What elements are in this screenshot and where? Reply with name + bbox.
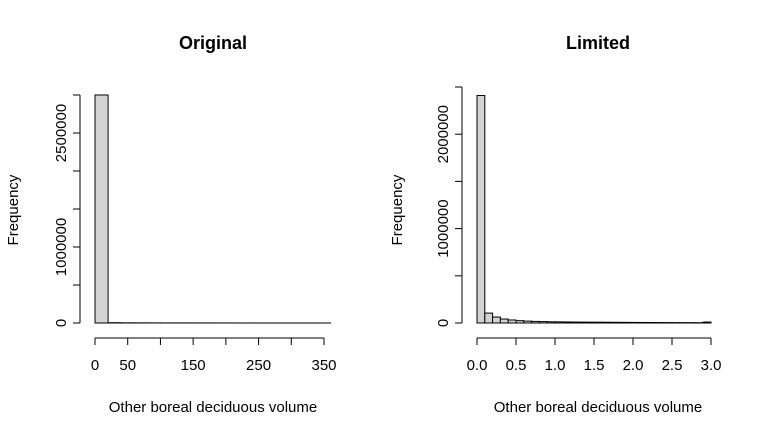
x-tick-label: 2.5 <box>662 357 683 374</box>
y-tick-label: 0 <box>435 319 452 327</box>
x-tick-label: 50 <box>119 357 136 374</box>
chart-title: Original <box>179 33 247 53</box>
x-tick-label: 0 <box>91 357 99 374</box>
bar <box>570 321 579 324</box>
bar <box>593 321 603 324</box>
bar <box>640 321 650 324</box>
y-tick-label: 2000000 <box>435 105 452 163</box>
bar <box>632 321 642 324</box>
x-tick-label: 250 <box>246 357 271 374</box>
x-tick-label: 0.5 <box>506 357 527 374</box>
bar <box>616 321 626 324</box>
x-axis-label: Other boreal deciduous volume <box>494 399 702 416</box>
bar <box>515 320 525 324</box>
bar <box>562 321 572 324</box>
chart-title: Limited <box>566 33 630 53</box>
x-tick-label: 0.0 <box>467 357 488 374</box>
y-tick-label: 2500000 <box>53 104 70 162</box>
bar <box>538 321 548 324</box>
bar <box>531 320 540 324</box>
y-tick-label: 1000000 <box>53 218 70 276</box>
y-axis-label: Frequency <box>5 174 22 245</box>
x-tick-label: 1.5 <box>584 357 605 374</box>
bar <box>624 321 634 324</box>
bar <box>609 321 618 324</box>
y-axis-label: Frequency <box>389 174 406 245</box>
bar <box>484 312 494 324</box>
x-tick-label: 350 <box>311 357 336 374</box>
bar <box>554 321 564 324</box>
x-tick-label: 1.0 <box>545 357 566 374</box>
bar <box>94 94 109 324</box>
bar <box>577 321 587 324</box>
y-tick-label: 1000000 <box>435 199 452 257</box>
bar <box>492 316 501 324</box>
x-tick-label: 3.0 <box>701 357 722 374</box>
bar <box>546 321 556 324</box>
bar <box>507 319 517 324</box>
bar <box>499 318 509 324</box>
bar <box>523 320 533 324</box>
y-tick-label: 0 <box>53 319 70 327</box>
bar <box>585 321 595 324</box>
bar <box>601 321 611 324</box>
bar <box>702 321 712 324</box>
x-tick-label: 2.0 <box>623 357 644 374</box>
x-axis-label: Other boreal deciduous volume <box>109 399 317 416</box>
bar <box>476 94 486 324</box>
x-tick-label: 150 <box>181 357 206 374</box>
